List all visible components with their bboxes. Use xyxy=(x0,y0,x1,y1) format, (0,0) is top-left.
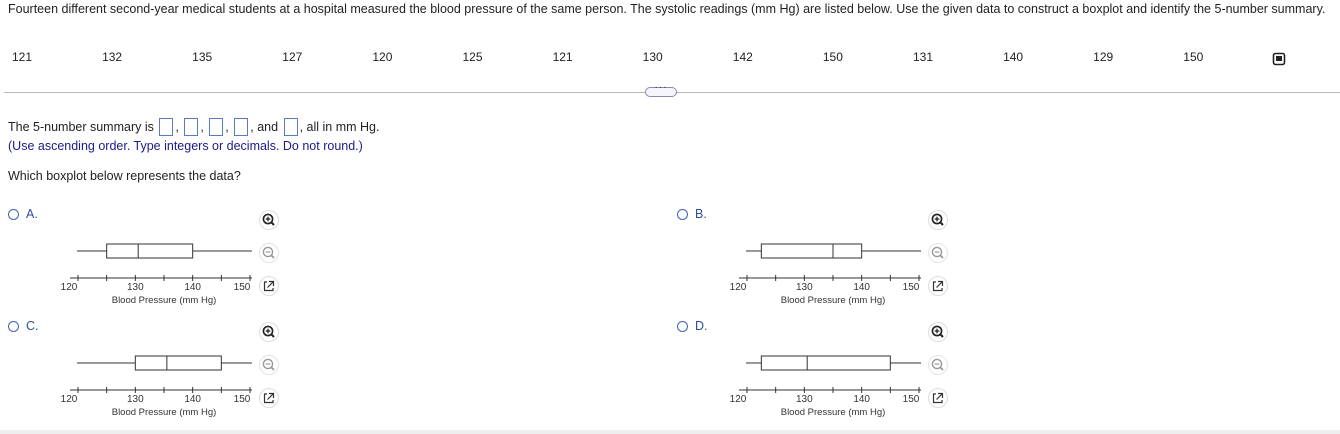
option-label: D. xyxy=(695,319,708,333)
zoom-in-icon[interactable] xyxy=(259,322,279,342)
footer-border xyxy=(0,430,1340,434)
data-value: 121 xyxy=(11,50,33,64)
summary-prefix: The 5-number summary is xyxy=(8,120,154,134)
radio-button[interactable] xyxy=(677,321,688,332)
box xyxy=(760,355,891,371)
box xyxy=(760,243,863,259)
tick-label: 140 xyxy=(184,282,201,293)
answer-box-2[interactable] xyxy=(184,118,199,136)
data-value: 125 xyxy=(462,50,483,64)
tick-label: 130 xyxy=(127,394,144,405)
zoom-out-icon[interactable] xyxy=(928,355,948,375)
data-value: 129 xyxy=(1093,50,1114,64)
tick-label: 120 xyxy=(61,394,78,405)
data-value: 130 xyxy=(642,50,663,64)
tick-label: 120 xyxy=(61,282,78,293)
data-value: 131 xyxy=(912,50,934,64)
answer-box-1[interactable] xyxy=(159,118,174,136)
zoom-out-icon[interactable] xyxy=(259,355,279,375)
x-axis-label: Blood Pressure (mm Hg) xyxy=(112,407,217,418)
x-axis-label: Blood Pressure (mm Hg) xyxy=(112,295,217,306)
answer-box-3[interactable] xyxy=(209,118,224,136)
zoom-in-icon[interactable] xyxy=(259,210,279,230)
box xyxy=(134,355,222,371)
tick-label: 120 xyxy=(730,394,747,405)
boxplot-question: Which boxplot below represents the data? xyxy=(8,169,241,183)
tick-label: 150 xyxy=(903,394,920,405)
tick-label: 140 xyxy=(853,282,870,293)
popout-icon[interactable] xyxy=(259,276,279,296)
zoom-out-icon[interactable] xyxy=(259,243,279,263)
tick-label: 150 xyxy=(234,282,251,293)
answer-box-5[interactable] xyxy=(283,118,298,136)
radio-button[interactable] xyxy=(8,209,19,220)
summary-line: The 5-number summary is , , , , and , al… xyxy=(8,118,380,136)
data-value: 140 xyxy=(1003,50,1024,64)
answer-hint: (Use ascending order. Type integers or d… xyxy=(8,139,363,153)
tick-label: 140 xyxy=(853,394,870,405)
answer-box-4[interactable] xyxy=(234,118,249,136)
boxplot: 120 130 140 150 Blood Pressure (mm Hg) xyxy=(61,355,252,418)
radio-button[interactable] xyxy=(677,209,688,220)
data-value: 150 xyxy=(1183,50,1204,64)
x-axis-label: Blood Pressure (mm Hg) xyxy=(781,407,886,418)
popout-icon[interactable] xyxy=(259,388,279,408)
boxplot: 120 130 140 150 Blood Pressure (mm Hg) xyxy=(61,243,252,306)
option-label: B. xyxy=(695,207,707,221)
zoom-in-icon[interactable] xyxy=(928,322,948,342)
data-value: 121 xyxy=(552,50,573,64)
popout-icon[interactable] xyxy=(928,276,948,296)
tick-label: 130 xyxy=(796,282,813,293)
data-value: 132 xyxy=(102,50,123,64)
box xyxy=(106,243,194,259)
data-value: 142 xyxy=(732,50,753,64)
tick-label: 150 xyxy=(903,282,920,293)
tick-label: 120 xyxy=(730,282,747,293)
copy-data-icon[interactable] xyxy=(1272,52,1286,66)
tick-label: 130 xyxy=(127,282,144,293)
summary-suffix: all in mm Hg. xyxy=(306,120,380,134)
data-value: 127 xyxy=(282,50,303,64)
boxplot: 120 130 140 150 Blood Pressure (mm Hg) xyxy=(730,243,921,306)
tick-label: 140 xyxy=(184,394,201,405)
data-value: 120 xyxy=(372,50,393,64)
popout-icon[interactable] xyxy=(928,388,948,408)
data-values-row: 121 132 135 127 120 125 121 130 142 150 131 140 129 1… xyxy=(0,48,1340,68)
data-value: 135 xyxy=(192,50,213,64)
x-axis-label: Blood Pressure (mm Hg) xyxy=(781,295,886,306)
question-text: Fourteen different second-year medical s… xyxy=(8,2,1326,16)
zoom-in-icon[interactable] xyxy=(928,210,948,230)
option-label: C. xyxy=(26,319,39,333)
zoom-out-icon[interactable] xyxy=(928,243,948,263)
more-button[interactable]: ··· xyxy=(645,82,677,97)
tick-label: 150 xyxy=(234,394,251,405)
tick-label: 130 xyxy=(796,394,813,405)
radio-button[interactable] xyxy=(8,321,19,332)
data-value: 150 xyxy=(822,50,843,64)
option-label: A. xyxy=(26,207,38,221)
boxplot: 120 130 140 150 Blood Pressure (mm Hg) xyxy=(730,355,921,418)
